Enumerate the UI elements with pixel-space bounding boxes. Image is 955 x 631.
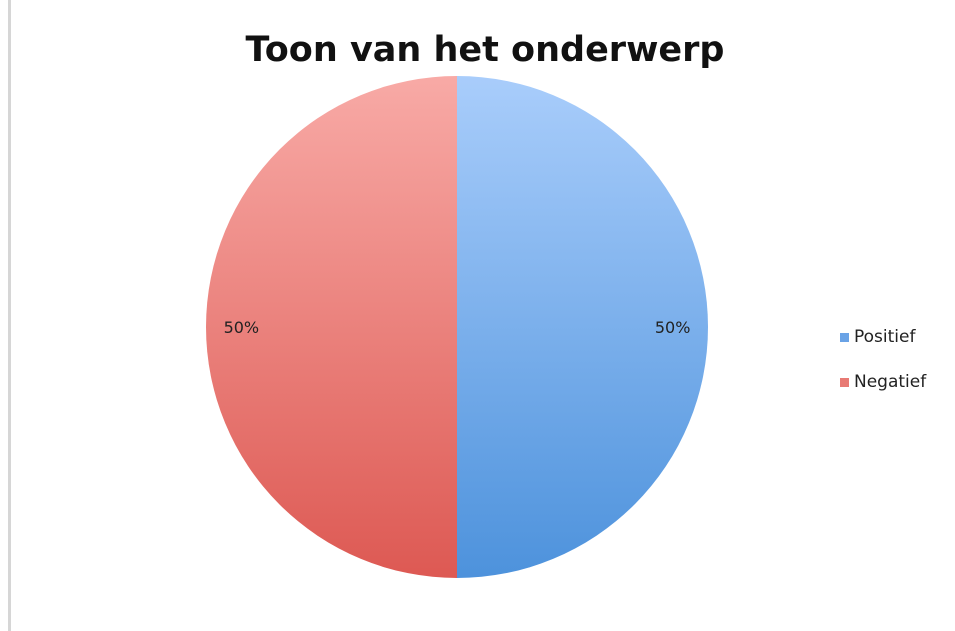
legend-item-positief: Positief: [840, 326, 926, 348]
page-left-border: [8, 0, 11, 631]
data-label-positief: 50%: [655, 318, 691, 337]
pie-slice-negatief: [206, 76, 457, 578]
pie-slice-positief: [457, 76, 708, 578]
legend-item-negatief: Negatief: [840, 371, 926, 393]
legend-label-negatief: Negatief: [854, 372, 927, 392]
legend-swatch-positief: [840, 332, 849, 342]
chart-title: Toon van het onderwerp: [245, 30, 725, 70]
legend-swatch-negatief: [840, 377, 849, 387]
data-label-negatief: 50%: [224, 318, 260, 337]
legend-label-positief: Positief: [854, 327, 916, 347]
legend: Positief Negatief: [840, 326, 926, 416]
